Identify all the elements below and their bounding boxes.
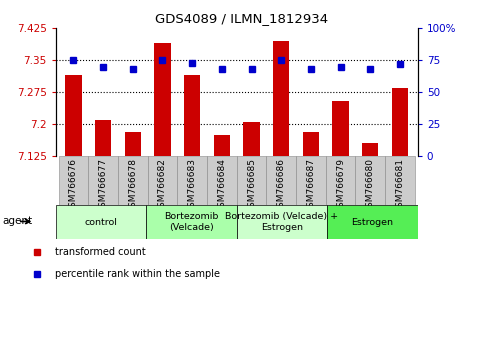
Bar: [146, 205, 237, 239]
Bar: [355, 156, 385, 205]
Bar: [95, 120, 111, 156]
Bar: [237, 156, 266, 205]
Text: GSM766676: GSM766676: [69, 158, 78, 213]
Text: GSM766679: GSM766679: [336, 158, 345, 213]
Text: GSM766682: GSM766682: [158, 158, 167, 213]
Text: GSM766685: GSM766685: [247, 158, 256, 213]
Text: percentile rank within the sample: percentile rank within the sample: [56, 269, 220, 279]
Bar: [125, 132, 141, 156]
Text: transformed count: transformed count: [56, 247, 146, 257]
Bar: [213, 135, 230, 156]
Text: GSM766681: GSM766681: [396, 158, 404, 213]
Bar: [327, 205, 418, 239]
Text: GSM766680: GSM766680: [366, 158, 375, 213]
Bar: [243, 122, 260, 156]
Text: GSM766678: GSM766678: [128, 158, 137, 213]
Bar: [118, 156, 148, 205]
Bar: [148, 156, 177, 205]
Text: agent: agent: [3, 216, 33, 227]
Bar: [207, 156, 237, 205]
Text: GSM766683: GSM766683: [187, 158, 197, 213]
Bar: [385, 156, 415, 205]
Bar: [237, 205, 327, 239]
Bar: [362, 143, 379, 156]
Bar: [266, 156, 296, 205]
Text: GSM766684: GSM766684: [217, 158, 227, 213]
Bar: [303, 132, 319, 156]
Text: GSM766687: GSM766687: [306, 158, 315, 213]
Bar: [392, 88, 408, 156]
Bar: [65, 75, 82, 156]
Bar: [332, 101, 349, 156]
Text: GSM766686: GSM766686: [277, 158, 286, 213]
Text: Bortezomib (Velcade) +
Estrogen: Bortezomib (Velcade) + Estrogen: [226, 212, 339, 232]
Text: control: control: [85, 218, 117, 227]
Text: GDS4089 / ILMN_1812934: GDS4089 / ILMN_1812934: [155, 12, 328, 25]
Text: Estrogen: Estrogen: [352, 218, 394, 227]
Bar: [326, 156, 355, 205]
Text: Bortezomib
(Velcade): Bortezomib (Velcade): [164, 212, 219, 232]
Bar: [58, 156, 88, 205]
Bar: [273, 41, 289, 156]
Bar: [184, 75, 200, 156]
Bar: [88, 156, 118, 205]
Text: GSM766677: GSM766677: [99, 158, 108, 213]
Bar: [56, 205, 146, 239]
Bar: [177, 156, 207, 205]
Bar: [154, 43, 170, 156]
Bar: [296, 156, 326, 205]
